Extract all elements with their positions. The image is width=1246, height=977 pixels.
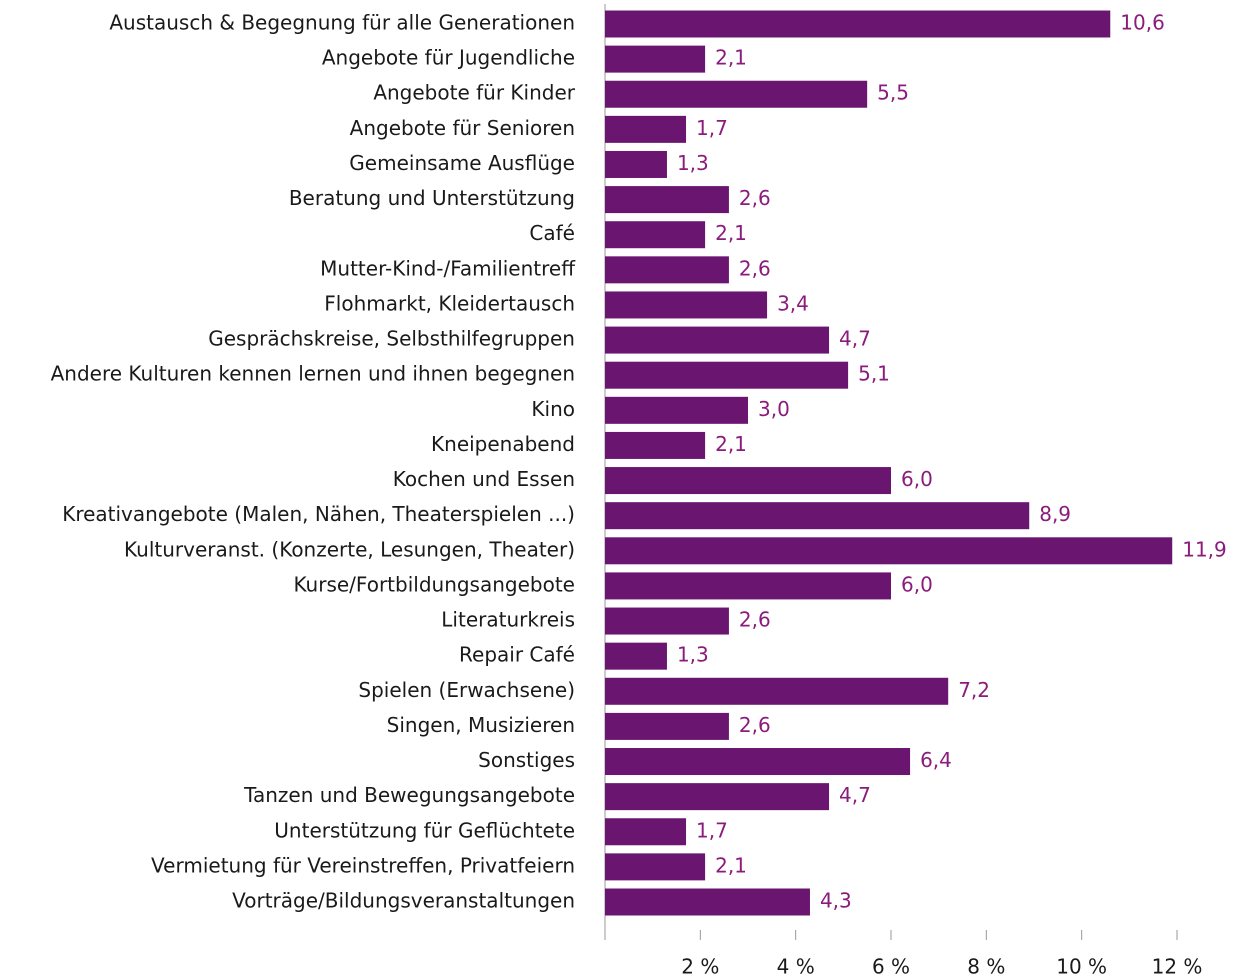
bar: [605, 712, 729, 740]
x-tick-label: 8 %: [967, 955, 1005, 977]
value-label: 1,3: [677, 643, 709, 667]
value-label: 2,6: [739, 256, 771, 280]
category-label: Café: [529, 221, 575, 245]
value-label: 2,6: [739, 608, 771, 632]
bar: [605, 45, 706, 73]
category-label: Literaturkreis: [441, 608, 575, 632]
category-label: Andere Kulturen kennen lernen und ihnen …: [51, 362, 575, 386]
value-label: 6,4: [920, 748, 952, 772]
bar: [605, 361, 849, 389]
bar: [605, 150, 667, 178]
x-tick-label: 10 %: [1056, 955, 1107, 977]
x-tick-label: 2 %: [681, 955, 719, 977]
category-label: Angebote für Kinder: [373, 81, 575, 105]
bar: [605, 677, 949, 705]
value-label: 11,9: [1182, 537, 1227, 561]
category-label: Sonstiges: [478, 748, 575, 772]
category-label: Angebote für Senioren: [350, 116, 575, 140]
category-label: Beratung und Unterstützung: [289, 186, 575, 210]
bar: [605, 783, 830, 811]
bar: [605, 467, 891, 495]
value-label: 10,6: [1120, 11, 1165, 35]
value-label: 8,9: [1039, 502, 1071, 526]
category-label: Kurse/Fortbildungsangebote: [293, 572, 575, 596]
bar: [605, 431, 706, 459]
category-label: Mutter-Kind-/Familientreff: [320, 256, 576, 280]
category-label: Angebote für Jugendliche: [322, 46, 575, 70]
value-label: 4,3: [820, 889, 852, 913]
bar: [605, 537, 1173, 565]
value-label: 2,1: [715, 432, 747, 456]
bar: [605, 748, 911, 776]
category-label: Gesprächskreise, Selbsthilfegruppen: [208, 327, 575, 351]
bar: [605, 291, 768, 319]
value-label: 6,0: [901, 572, 933, 596]
x-tick-label: 4 %: [777, 955, 815, 977]
x-tick-label: 6 %: [872, 955, 910, 977]
value-label: 2,6: [739, 186, 771, 210]
category-label: Kochen und Essen: [393, 467, 575, 491]
value-label: 4,7: [839, 783, 871, 807]
bar: [605, 256, 729, 284]
category-label: Gemeinsame Ausflüge: [349, 151, 575, 175]
value-label: 4,7: [839, 327, 871, 351]
value-label: 2,1: [715, 46, 747, 70]
value-label: 1,7: [696, 116, 728, 140]
bar: [605, 853, 706, 881]
category-label: Tanzen und Bewegungsangebote: [243, 783, 575, 807]
bar: [605, 115, 687, 143]
value-label: 5,1: [858, 362, 890, 386]
value-label: 3,0: [758, 397, 790, 421]
category-label: Unterstützung für Geflüchtete: [274, 818, 575, 842]
category-label: Kino: [531, 397, 575, 421]
category-label: Flohmarkt, Kleidertausch: [324, 291, 575, 315]
bar: [605, 607, 729, 635]
x-tick-label: 12 %: [1152, 955, 1203, 977]
value-label: 2,6: [739, 713, 771, 737]
value-label: 5,5: [877, 81, 909, 105]
bar: [605, 502, 1030, 530]
value-label: 1,7: [696, 818, 728, 842]
category-label: Kreativangebote (Malen, Nähen, Theatersp…: [62, 502, 575, 526]
category-label: Vermietung für Vereinstreffen, Privatfei…: [151, 853, 575, 877]
value-label: 6,0: [901, 467, 933, 491]
category-label: Austausch & Begegnung für alle Generatio…: [109, 11, 575, 35]
category-label: Kneipenabend: [431, 432, 575, 456]
bar: [605, 818, 687, 846]
value-label: 2,1: [715, 221, 747, 245]
bar: [605, 396, 748, 424]
bar: [605, 10, 1111, 38]
bar: [605, 80, 868, 108]
value-label: 1,3: [677, 151, 709, 175]
bar: [605, 221, 706, 249]
bar: [605, 326, 830, 354]
value-label: 3,4: [777, 291, 809, 315]
bar: [605, 888, 810, 916]
category-label: Vorträge/Bildungsveranstaltungen: [232, 889, 575, 913]
category-label: Singen, Musizieren: [387, 713, 575, 737]
value-label: 2,1: [715, 853, 747, 877]
category-label: Kulturveranst. (Konzerte, Lesungen, Thea…: [124, 537, 575, 561]
bar: [605, 186, 729, 214]
value-label: 7,2: [958, 678, 990, 702]
category-label: Spielen (Erwachsene): [358, 678, 575, 702]
bar: [605, 642, 667, 670]
bar: [605, 572, 891, 600]
category-label: Repair Café: [459, 643, 575, 667]
